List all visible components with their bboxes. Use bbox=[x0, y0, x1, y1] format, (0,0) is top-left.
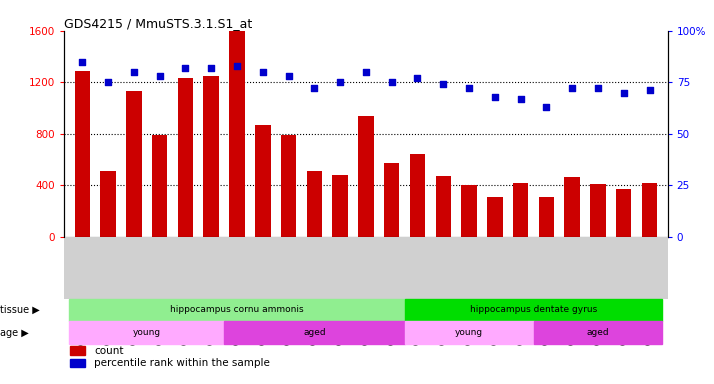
Bar bbox=[203, 76, 219, 237]
Bar bbox=[487, 197, 503, 237]
Point bbox=[257, 69, 268, 75]
Bar bbox=[513, 183, 528, 237]
Point bbox=[593, 85, 604, 91]
Bar bbox=[533, 321, 663, 344]
Bar bbox=[358, 116, 373, 237]
Bar bbox=[70, 359, 86, 367]
Bar bbox=[565, 177, 580, 237]
Bar bbox=[281, 135, 296, 237]
Bar bbox=[642, 183, 658, 237]
Bar bbox=[126, 91, 141, 237]
Point bbox=[154, 73, 166, 79]
Point bbox=[566, 85, 578, 91]
Point bbox=[76, 58, 88, 65]
Bar bbox=[306, 171, 322, 237]
Point bbox=[438, 81, 449, 88]
Text: aged: aged bbox=[303, 328, 326, 337]
Point bbox=[361, 69, 372, 75]
Point bbox=[386, 79, 398, 85]
Bar bbox=[333, 175, 348, 237]
Bar bbox=[224, 321, 405, 344]
Bar bbox=[410, 154, 426, 237]
Bar bbox=[436, 176, 451, 237]
Bar bbox=[461, 185, 477, 237]
Text: young: young bbox=[133, 328, 161, 337]
Text: hippocampus cornu ammonis: hippocampus cornu ammonis bbox=[170, 305, 304, 314]
Bar bbox=[69, 299, 405, 321]
Point bbox=[540, 104, 552, 110]
Bar bbox=[590, 184, 605, 237]
Point bbox=[412, 75, 423, 81]
Point bbox=[283, 73, 294, 79]
Bar bbox=[74, 71, 90, 237]
Text: GDS4215 / MmuSTS.3.1.S1_at: GDS4215 / MmuSTS.3.1.S1_at bbox=[64, 17, 253, 30]
Bar bbox=[255, 125, 271, 237]
Bar bbox=[229, 31, 245, 237]
Point bbox=[489, 94, 501, 100]
Point bbox=[644, 88, 655, 94]
Text: aged: aged bbox=[587, 328, 609, 337]
Point bbox=[463, 85, 475, 91]
Text: age ▶: age ▶ bbox=[0, 328, 29, 338]
Point bbox=[308, 85, 320, 91]
Point bbox=[231, 63, 243, 69]
Point bbox=[180, 65, 191, 71]
Text: percentile rank within the sample: percentile rank within the sample bbox=[94, 358, 271, 368]
Bar bbox=[405, 299, 663, 321]
Text: hippocampus dentate gyrus: hippocampus dentate gyrus bbox=[470, 305, 597, 314]
Point bbox=[102, 79, 114, 85]
Point bbox=[334, 79, 346, 85]
Point bbox=[515, 96, 526, 102]
Point bbox=[618, 89, 630, 96]
Point bbox=[129, 69, 140, 75]
Text: count: count bbox=[94, 346, 124, 356]
Bar bbox=[69, 321, 224, 344]
Bar bbox=[616, 189, 631, 237]
Bar bbox=[384, 163, 399, 237]
Point bbox=[206, 65, 217, 71]
Bar bbox=[538, 197, 554, 237]
Bar bbox=[405, 321, 533, 344]
Bar bbox=[178, 78, 193, 237]
Bar bbox=[152, 135, 167, 237]
Bar bbox=[70, 346, 86, 355]
Text: tissue ▶: tissue ▶ bbox=[0, 305, 40, 315]
Text: young: young bbox=[455, 328, 483, 337]
Bar bbox=[101, 171, 116, 237]
